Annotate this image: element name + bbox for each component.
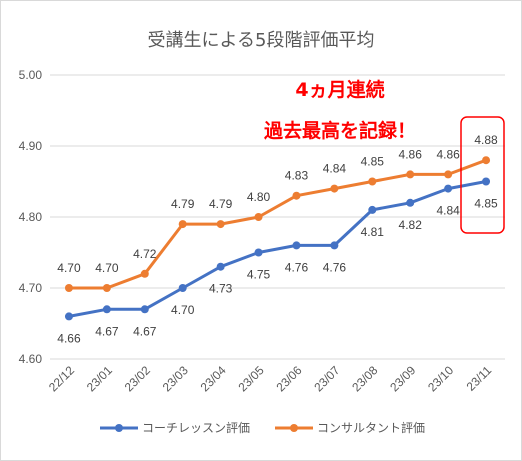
x-tick-label: 23/03 <box>160 363 191 394</box>
data-label-coach: 4.85 <box>474 197 498 211</box>
data-label-coach: 4.67 <box>95 324 119 338</box>
data-label-consultant: 4.88 <box>474 133 498 147</box>
series-line-coach <box>68 180 487 318</box>
data-label-coach: 4.73 <box>209 282 233 296</box>
legend-label-coach: コーチレッスン評価 <box>142 420 250 435</box>
data-label-consultant: 4.72 <box>133 247 157 261</box>
x-tick-label: 23/08 <box>349 363 380 394</box>
annotation-streak: 4ヵ月連続 <box>295 78 384 101</box>
y-tick-label: 5.00 <box>19 68 43 82</box>
data-point-coach <box>254 248 263 257</box>
data-point-consultant <box>64 284 73 292</box>
data-point-consultant <box>140 269 149 278</box>
latest-value-highlight-box <box>460 116 505 234</box>
data-label-coach: 4.84 <box>436 204 460 218</box>
x-tick-label: 23/09 <box>387 363 418 394</box>
x-tick-label: 23/07 <box>311 363 342 394</box>
y-tick-label: 4.90 <box>19 139 43 153</box>
data-label-consultant: 4.80 <box>247 190 271 204</box>
data-point-coach <box>444 184 453 193</box>
data-point-consultant <box>292 191 301 200</box>
data-label-coach: 4.81 <box>361 225 385 239</box>
data-point-coach <box>216 262 225 271</box>
data-label-consultant: 4.79 <box>171 197 195 211</box>
legend-marker-consultant <box>290 424 298 432</box>
legend-marker-coach <box>115 424 123 432</box>
data-label-coach: 4.67 <box>133 324 157 338</box>
legend-item-coach: コーチレッスン評価 <box>100 420 250 435</box>
data-label-consultant: 4.70 <box>57 261 81 275</box>
legend: コーチレッスン評価 コンサルタント評価 <box>100 420 425 435</box>
x-tick-label: 23/05 <box>236 363 267 394</box>
data-label-consultant: 4.86 <box>436 147 460 161</box>
series-lines <box>68 158 487 318</box>
data-point-coach <box>368 205 377 214</box>
legend-item-consultant: コンサルタント評価 <box>275 420 425 435</box>
y-tick-label: 4.60 <box>19 352 43 366</box>
data-label-consultant: 4.85 <box>361 155 385 169</box>
data-label-consultant: 4.70 <box>95 261 119 275</box>
data-point-consultant <box>178 220 187 229</box>
legend-label-consultant: コンサルタント評価 <box>317 420 425 435</box>
chart-title: 受講生による5段階評価平均 <box>148 30 375 51</box>
data-point-consultant <box>216 220 225 229</box>
data-label-consultant: 4.86 <box>399 147 423 161</box>
data-point-coach <box>64 312 73 321</box>
data-point-coach <box>292 241 301 250</box>
x-tick-label: 23/11 <box>464 363 495 394</box>
x-axis-ticks: 22/12 23/01 23/02 23/03 23/04 23/05 23/06 23/07… <box>46 363 494 394</box>
data-point-consultant <box>102 284 111 292</box>
x-tick-label: 23/10 <box>425 363 456 394</box>
data-point-consultant <box>254 213 263 221</box>
gridlines <box>50 74 505 360</box>
y-tick-label: 4.80 <box>19 210 43 224</box>
data-point-consultant <box>444 170 453 179</box>
data-point-consultant <box>406 170 415 179</box>
data-point-coach <box>330 241 339 250</box>
data-label-coach: 4.76 <box>285 260 309 274</box>
data-label-coach: 4.82 <box>399 218 423 232</box>
data-point-coach <box>482 177 491 186</box>
data-point-consultant <box>330 184 339 193</box>
data-label-coach: 4.66 <box>57 331 81 345</box>
data-label-coach: 4.70 <box>171 303 195 317</box>
y-tick-label: 4.70 <box>19 281 43 295</box>
x-tick-label: 22/12 <box>46 363 77 394</box>
data-point-consultant <box>368 177 377 186</box>
data-point-coach <box>140 305 149 314</box>
data-point-coach <box>178 284 187 292</box>
annotation-record: 過去最高を記録！ <box>264 119 416 142</box>
data-label-consultant: 4.83 <box>285 169 309 183</box>
x-tick-label: 23/01 <box>84 363 115 394</box>
data-labels: 4.66 4.67 4.67 4.70 4.73 4.75 4.76 4.76 4.81 4.82… <box>57 133 498 345</box>
x-tick-label: 23/04 <box>198 363 229 394</box>
data-label-coach: 4.76 <box>323 260 347 274</box>
data-label-coach: 4.75 <box>247 268 271 282</box>
series-points <box>64 156 491 321</box>
series-line-consultant <box>68 158 487 290</box>
y-axis-ticks: 4.60 4.70 4.80 4.90 5.00 <box>19 68 43 366</box>
x-tick-label: 23/02 <box>122 363 153 394</box>
data-point-coach <box>102 305 111 314</box>
data-label-consultant: 4.84 <box>323 162 347 176</box>
data-label-consultant: 4.79 <box>209 197 233 211</box>
data-point-coach <box>406 198 415 207</box>
data-point-consultant <box>482 156 491 165</box>
x-tick-label: 23/06 <box>273 363 304 394</box>
